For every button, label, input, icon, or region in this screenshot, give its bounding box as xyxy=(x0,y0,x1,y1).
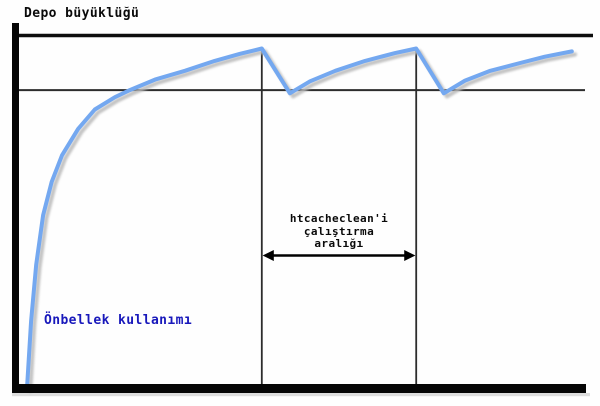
reference-lines-group xyxy=(14,33,593,384)
interval-annotation: htcacheclean'i çalıştırma aralığı xyxy=(262,212,416,251)
interval-arrow xyxy=(262,250,416,261)
x-axis xyxy=(12,384,586,393)
annotation-line-3: aralığı xyxy=(314,237,364,250)
x-axis-shadow xyxy=(12,393,590,397)
cache-usage-label: Önbellek kullanımı xyxy=(44,313,193,328)
storage-size-label: Depo büyüklüğü xyxy=(24,6,140,21)
annotation-line-2: çalıştırma xyxy=(303,224,375,238)
cache-usage-curve xyxy=(25,46,574,390)
cache-usage-curve-shadow xyxy=(28,49,578,394)
interval-arrow-right-head xyxy=(404,250,416,261)
curve-group xyxy=(25,46,578,394)
annotation-line-1: htcacheclean'i xyxy=(289,212,389,225)
y-axis xyxy=(12,23,19,393)
interval-arrow-left-head xyxy=(262,250,274,261)
